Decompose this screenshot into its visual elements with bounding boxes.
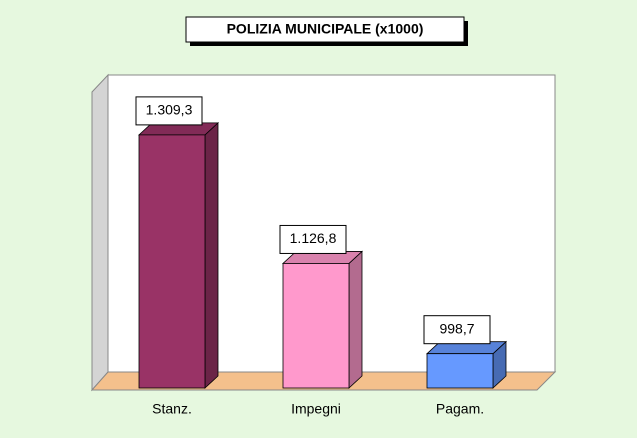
chart-title: POLIZIA MUNICIPALE (x1000): [227, 21, 424, 37]
x-tick-label: Stanz.: [152, 401, 192, 417]
value-label: 1.126,8: [290, 230, 337, 246]
bar: [282, 263, 350, 389]
x-tick-label: Pagam.: [436, 401, 484, 417]
bar-side: [348, 250, 363, 389]
side-wall: [91, 73, 109, 392]
value-label-box: [279, 224, 347, 254]
title-box: [185, 16, 465, 43]
value-label: 998,7: [439, 320, 474, 336]
bar: [138, 134, 206, 389]
bar: [426, 353, 494, 389]
bar-side: [204, 121, 219, 389]
x-tick-label: Impegni: [291, 401, 341, 417]
value-label: 1.309,3: [146, 102, 193, 118]
value-label-box: [423, 315, 491, 345]
value-label-box: [135, 96, 203, 126]
